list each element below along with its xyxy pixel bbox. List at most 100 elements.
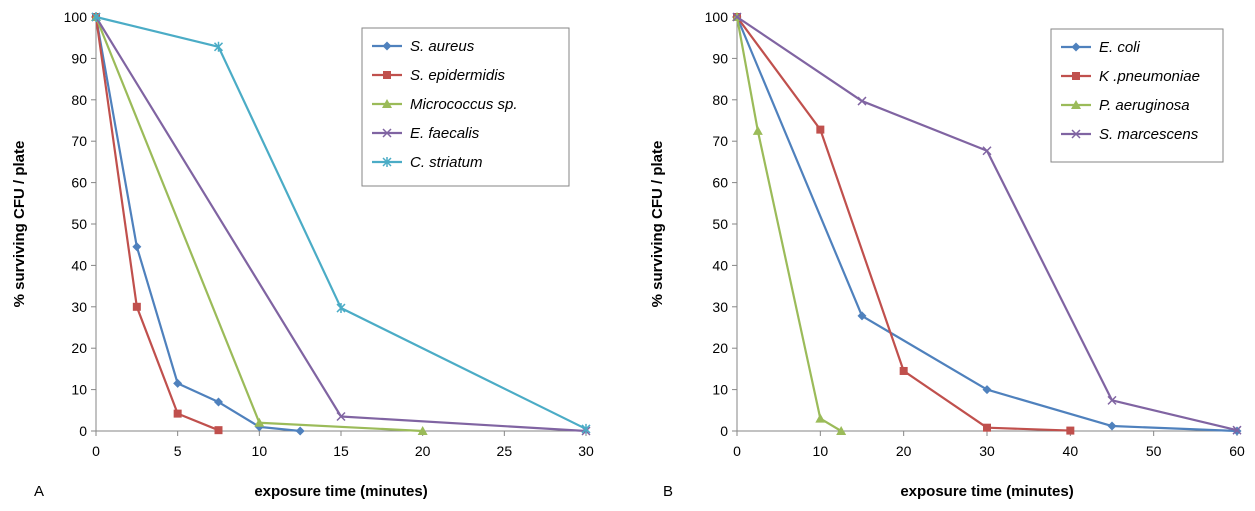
series-line <box>94 16 219 432</box>
data-point <box>1107 421 1117 431</box>
legend-marker <box>382 157 392 167</box>
x-axis-title: exposure time (minutes) <box>900 483 1073 500</box>
data-point <box>295 426 305 436</box>
legend: S. aureus S. epidermidis Micrococcus sp. E.… <box>361 27 570 187</box>
y-tick-label: 100 <box>64 9 88 25</box>
x-tick-label: 20 <box>896 443 912 459</box>
y-tick-label: 10 <box>712 382 728 398</box>
data-point <box>132 242 142 252</box>
x-tick-label: 40 <box>1063 443 1079 459</box>
series-c-striatum <box>91 12 591 434</box>
y-tick-label: 50 <box>712 216 728 232</box>
data-point <box>982 146 992 156</box>
data-point <box>91 12 101 22</box>
data-point <box>336 411 346 422</box>
y-tick-label: 90 <box>712 50 728 66</box>
legend-entry-label: S. epidermidis <box>410 67 506 84</box>
data-point <box>213 41 224 52</box>
y-tick-label: 90 <box>71 50 87 66</box>
y-axis-title: % surviving CFU / plate <box>11 141 28 308</box>
x-tick-label: 30 <box>979 443 995 459</box>
legend-entry-label: Micrococcus sp. <box>410 96 518 113</box>
y-tick-label: 20 <box>712 340 728 356</box>
legend-marker <box>1072 72 1080 80</box>
series-line <box>95 15 587 430</box>
x-tick-label: 5 <box>174 443 182 459</box>
legend-box <box>1050 28 1224 163</box>
data-point <box>214 426 223 435</box>
y-tick-label: 0 <box>720 423 728 439</box>
chart-panel-B: 0 10 20 30 40 50 60 70 80 90 100 0 10 20 30 40 50 60 expos… <box>649 9 1245 500</box>
series-line <box>94 16 301 433</box>
panel-label: B <box>663 483 673 500</box>
data-point <box>836 426 847 435</box>
legend-entry-label: E. faecalis <box>410 125 480 142</box>
series-s-marcescens <box>732 12 1242 435</box>
x-tick-label: 0 <box>733 443 741 459</box>
data-point <box>173 378 183 388</box>
y-tick-label: 40 <box>712 257 728 273</box>
y-tick-label: 40 <box>71 257 87 273</box>
data-point <box>816 125 825 134</box>
legend-box <box>361 27 570 187</box>
series-p-aeruginosa <box>732 12 847 435</box>
y-tick-label: 30 <box>712 299 728 315</box>
y-tick-label: 70 <box>71 133 87 149</box>
legend-entry-label: S. marcescens <box>1099 126 1199 143</box>
x-tick-label: 50 <box>1146 443 1162 459</box>
x-axis-title: exposure time (minutes) <box>254 483 427 500</box>
y-tick-label: 80 <box>71 92 87 108</box>
panel-label: A <box>34 483 44 500</box>
y-axis-title: % surviving CFU / plate <box>649 141 666 308</box>
x-tick-label: 0 <box>92 443 100 459</box>
x-tick-label: 25 <box>497 443 513 459</box>
y-tick-label: 20 <box>71 340 87 356</box>
y-tick-label: 100 <box>705 9 729 25</box>
y-tick-label: 60 <box>712 175 728 191</box>
data-point <box>336 303 346 314</box>
data-point <box>254 417 265 427</box>
legend-marker <box>1071 42 1081 52</box>
data-point <box>173 409 182 418</box>
data-point <box>752 125 763 135</box>
legend-entry-label: K .pneumoniae <box>1099 68 1200 85</box>
data-point <box>417 426 428 435</box>
y-tick-label: 80 <box>712 92 728 108</box>
legend-marker <box>1071 100 1081 109</box>
data-point <box>983 423 991 432</box>
legend-entry-label: S. aureus <box>410 38 475 55</box>
x-tick-label: 15 <box>333 443 349 459</box>
legend-entry-label: C. striatum <box>410 154 483 171</box>
data-point <box>132 302 141 311</box>
data-point <box>1232 425 1242 435</box>
legend-marker <box>382 41 392 51</box>
legend-marker <box>382 99 392 108</box>
legend-marker <box>382 128 392 138</box>
x-tick-label: 10 <box>813 443 829 459</box>
series-s-epidermidis <box>92 13 223 435</box>
chart-panel-A: 0 10 20 30 40 50 60 70 80 90 100 0 5 10 15 20 25 30 exposu… <box>11 9 594 500</box>
y-tick-label: 50 <box>71 216 87 232</box>
data-point <box>1066 426 1075 435</box>
legend-marker <box>1071 129 1081 139</box>
legend-entry-label: P. aeruginosa <box>1099 97 1190 114</box>
data-point <box>1107 395 1117 405</box>
y-tick-label: 30 <box>71 299 87 315</box>
data-point <box>982 385 992 395</box>
data-point <box>214 397 223 407</box>
data-point <box>815 413 826 423</box>
legend-marker <box>383 71 391 79</box>
data-point <box>857 311 867 321</box>
data-point <box>732 12 742 22</box>
legend-entry-label: E. coli <box>1099 39 1141 56</box>
data-point <box>899 366 908 375</box>
data-point <box>581 423 591 434</box>
y-tick-label: 70 <box>712 133 728 149</box>
data-point <box>857 96 867 106</box>
legend: E. coli K .pneumoniae P. aeruginosa S. marc… <box>1050 28 1224 163</box>
series-s-aureus <box>91 12 305 436</box>
y-tick-label: 60 <box>71 175 87 191</box>
x-tick-label: 10 <box>252 443 268 459</box>
series-line <box>735 16 842 432</box>
